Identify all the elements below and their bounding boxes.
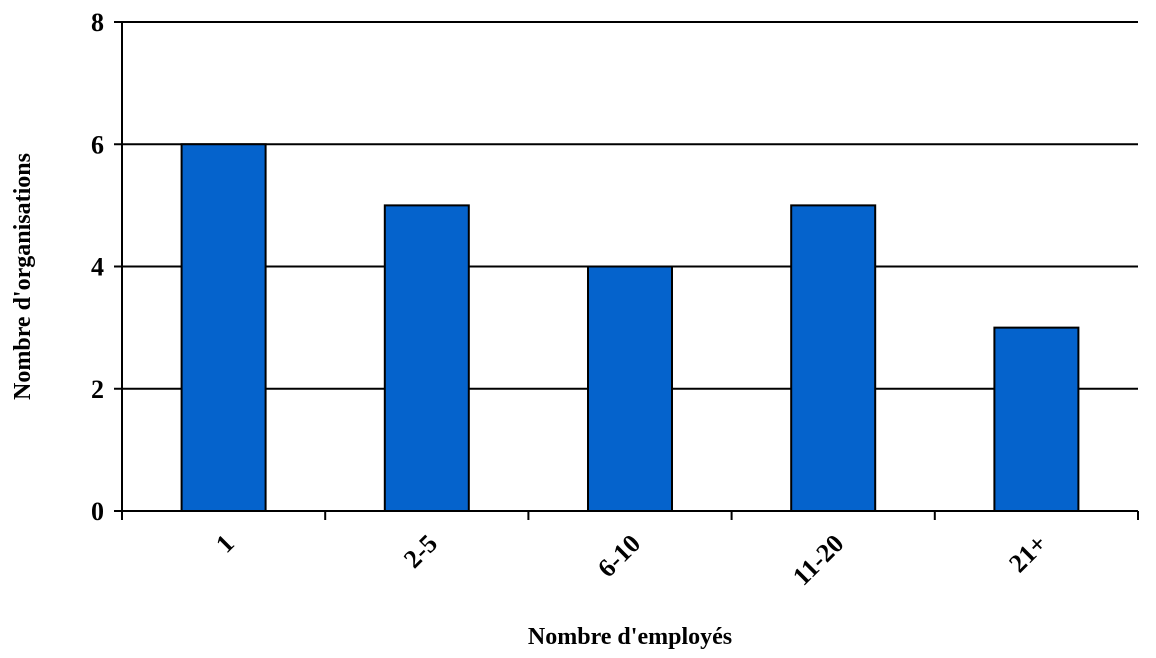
bar-21- [993, 326, 1080, 512]
x-tick-label: 11-20 [787, 529, 849, 591]
y-tick-label: 8 [91, 8, 104, 37]
x-tick-labels: 1 2-5 6-10 11-20 21+ [121, 511, 1139, 591]
y-axis-title: Nombre d'organisations [10, 153, 36, 400]
bars [180, 143, 1080, 512]
x-tick-label: 21+ [1003, 529, 1052, 578]
y-tick-label: 6 [91, 130, 104, 159]
y-tick-label: 4 [91, 253, 104, 282]
x-tick-label: 2-5 [398, 529, 443, 574]
x-tick-label: 6-10 [592, 529, 646, 583]
bar-1 [180, 143, 267, 512]
x-axis-title: Nombre d'employés [528, 624, 732, 650]
bar-11-20 [790, 204, 877, 512]
y-tick-label: 0 [91, 497, 104, 526]
y-tick-label: 2 [91, 375, 104, 404]
y-tick-labels: 0 2 4 6 8 [91, 8, 122, 526]
bar-6-10 [587, 265, 673, 512]
x-tick-label: 1 [210, 529, 240, 559]
bar-2-5 [383, 204, 470, 512]
